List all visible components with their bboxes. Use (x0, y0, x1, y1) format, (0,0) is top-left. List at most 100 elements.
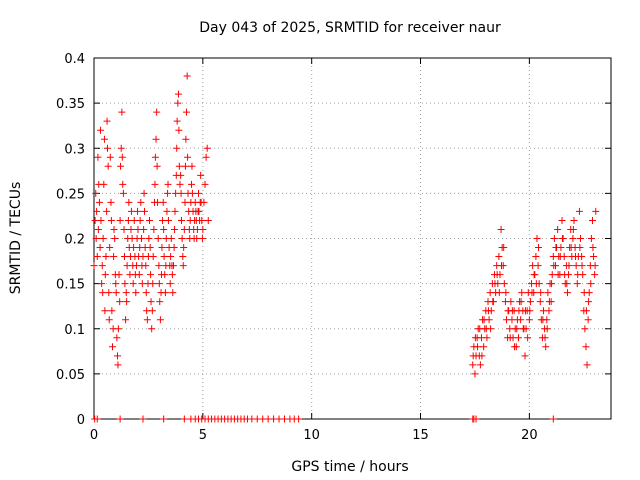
data-point (95, 198, 103, 206)
y-tick-label: 0.25 (56, 187, 85, 202)
data-point (130, 244, 138, 252)
data-point (204, 216, 212, 224)
data-point (145, 235, 153, 242)
data-point (113, 334, 121, 342)
data-point (103, 207, 111, 215)
data-point (569, 225, 577, 233)
data-point (91, 216, 99, 224)
data-point (554, 225, 562, 233)
data-point (489, 298, 497, 306)
data-point (556, 253, 564, 261)
data-point (129, 280, 137, 288)
data-point (563, 289, 571, 297)
x-tick-label: 20 (521, 428, 538, 443)
data-point (517, 298, 525, 306)
data-point (109, 343, 117, 351)
data-point (558, 235, 566, 242)
data-point (530, 271, 538, 279)
data-point (178, 235, 186, 242)
data-point (110, 253, 118, 261)
data-point (587, 280, 595, 288)
data-point (121, 280, 129, 288)
data-point (140, 189, 148, 197)
data-point (161, 289, 169, 297)
data-point (136, 216, 144, 224)
data-point (524, 334, 532, 342)
data-point (167, 253, 175, 261)
data-point (169, 262, 177, 270)
data-points (90, 72, 600, 423)
data-point (119, 180, 127, 188)
data-point (201, 180, 209, 188)
y-tick-label: 0.4 (64, 52, 85, 67)
data-point (184, 153, 192, 161)
data-point (96, 244, 104, 252)
data-point (584, 316, 592, 324)
data-point (536, 298, 544, 306)
data-point (102, 253, 110, 261)
data-point (122, 316, 130, 324)
data-point (167, 235, 175, 242)
data-point (563, 280, 571, 288)
data-point (92, 189, 100, 197)
data-point (472, 415, 480, 423)
data-point (181, 198, 189, 206)
data-point (495, 289, 503, 297)
data-point (580, 289, 588, 297)
x-axis-label: GPS time / hours (291, 459, 408, 475)
data-point (142, 289, 150, 297)
data-point (153, 162, 161, 170)
data-point (549, 415, 557, 423)
data-point (130, 216, 138, 224)
data-point (171, 207, 179, 215)
data-point (101, 307, 109, 315)
data-point (514, 334, 522, 342)
data-point (149, 253, 157, 261)
data-point (521, 352, 529, 360)
data-point (581, 325, 589, 333)
x-tick-label: 15 (412, 428, 429, 443)
x-tick-label: 0 (90, 428, 98, 443)
data-point (108, 307, 116, 315)
data-point (537, 289, 545, 297)
data-point (94, 153, 102, 161)
data-point (164, 189, 172, 197)
data-point (198, 216, 206, 224)
data-point (533, 235, 541, 242)
data-point (558, 216, 566, 224)
y-tick-label: 0.2 (64, 233, 85, 248)
data-point (507, 298, 515, 306)
data-point (110, 225, 118, 233)
data-point (498, 262, 506, 270)
data-point (585, 298, 593, 306)
data-point (117, 162, 125, 170)
data-point (182, 135, 190, 143)
data-point (544, 289, 552, 297)
data-point (577, 235, 585, 242)
data-point (116, 216, 124, 224)
data-point (543, 325, 551, 333)
data-point (107, 198, 115, 206)
data-point (573, 280, 581, 288)
data-point (114, 361, 122, 369)
data-point (163, 207, 171, 215)
data-point (572, 253, 580, 261)
data-point (590, 253, 598, 261)
data-point (132, 289, 140, 297)
data-point (151, 180, 159, 188)
data-point (474, 343, 482, 351)
data-point (534, 262, 542, 270)
data-point (164, 180, 172, 188)
data-point (200, 198, 208, 206)
data-point (114, 325, 122, 333)
data-point (518, 289, 526, 297)
data-point (483, 334, 491, 342)
data-point (111, 235, 119, 242)
data-point (591, 262, 599, 270)
data-point (148, 307, 156, 315)
data-point (100, 135, 108, 143)
data-point (122, 289, 130, 297)
data-point (173, 144, 181, 152)
data-point (589, 244, 597, 252)
data-point (106, 244, 114, 252)
